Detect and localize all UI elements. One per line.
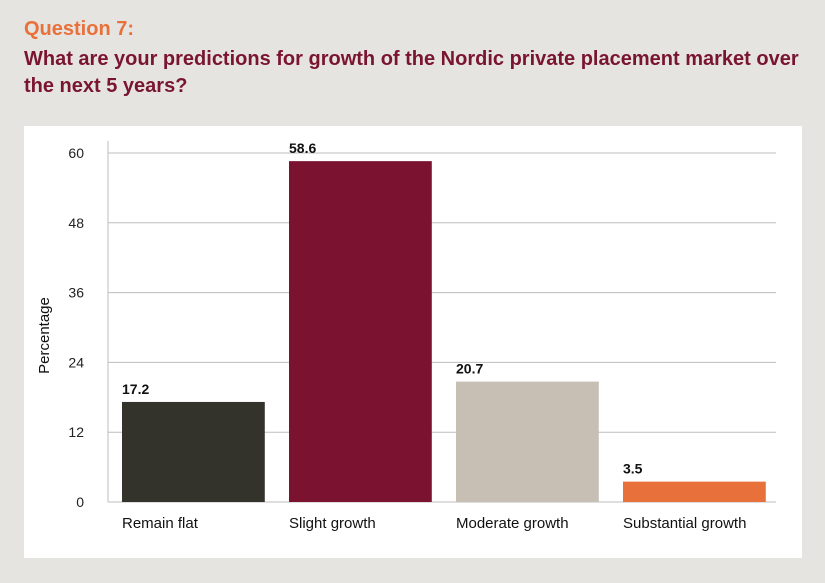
bar-value-label: 3.5 xyxy=(623,461,643,477)
category-label: Remain flat xyxy=(122,515,199,532)
y-axis-ticks: 0 12 24 36 48 60 xyxy=(68,145,84,510)
y-tick-label: 36 xyxy=(68,285,84,301)
x-axis-categories: Remain flat Slight growth Moderate growth S… xyxy=(122,515,746,532)
y-tick-label: 24 xyxy=(68,354,84,370)
data-labels: 17.2 58.6 20.7 3.5 xyxy=(122,140,643,476)
bar xyxy=(456,381,599,502)
bar-chart: 0 12 24 36 48 60 17.2 58.6 20.7 3.5 Remain flat S… xyxy=(36,140,776,532)
y-tick-label: 60 xyxy=(68,145,84,161)
bar-value-label: 58.6 xyxy=(289,140,316,156)
bar xyxy=(623,481,766,502)
y-tick-label: 0 xyxy=(76,494,84,510)
y-tick-label: 48 xyxy=(68,215,84,231)
question-text: What are your predictions for growth of … xyxy=(24,48,799,97)
bar-value-label: 17.2 xyxy=(122,381,149,397)
y-axis-label: Percentage xyxy=(36,297,53,374)
category-label: Slight growth xyxy=(289,515,376,532)
chart-panel: 0 12 24 36 48 60 17.2 58.6 20.7 3.5 Remain flat S… xyxy=(24,126,802,558)
question-label: Question 7: xyxy=(24,18,135,40)
category-label: Substantial growth xyxy=(623,515,746,532)
y-tick-label: 12 xyxy=(68,424,84,440)
bars xyxy=(122,161,766,502)
bar-value-label: 20.7 xyxy=(456,361,483,377)
bar xyxy=(289,161,432,502)
bar xyxy=(122,401,265,502)
category-label: Moderate growth xyxy=(456,515,569,532)
